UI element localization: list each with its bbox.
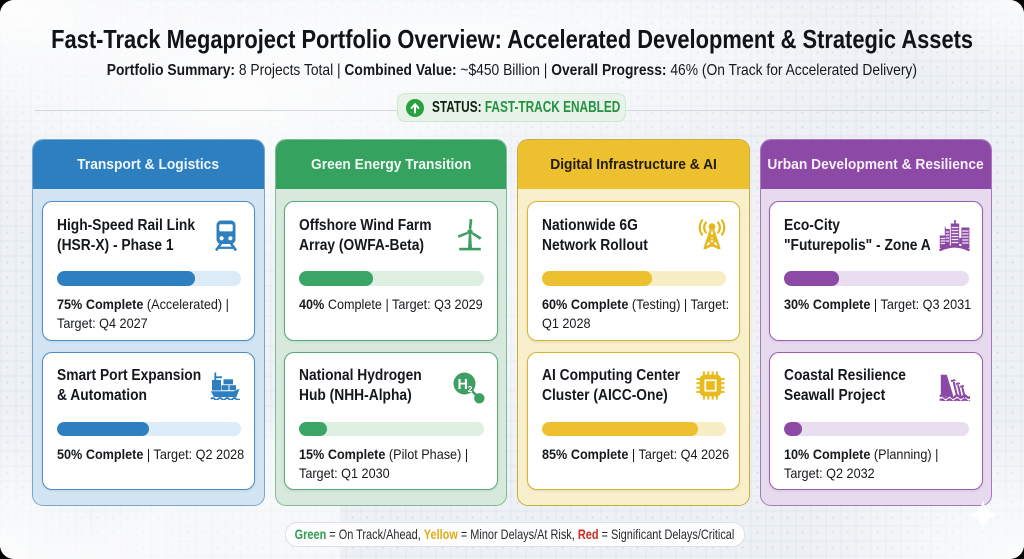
svg-text:H: H <box>457 376 467 392</box>
svg-text:2: 2 <box>467 384 472 394</box>
